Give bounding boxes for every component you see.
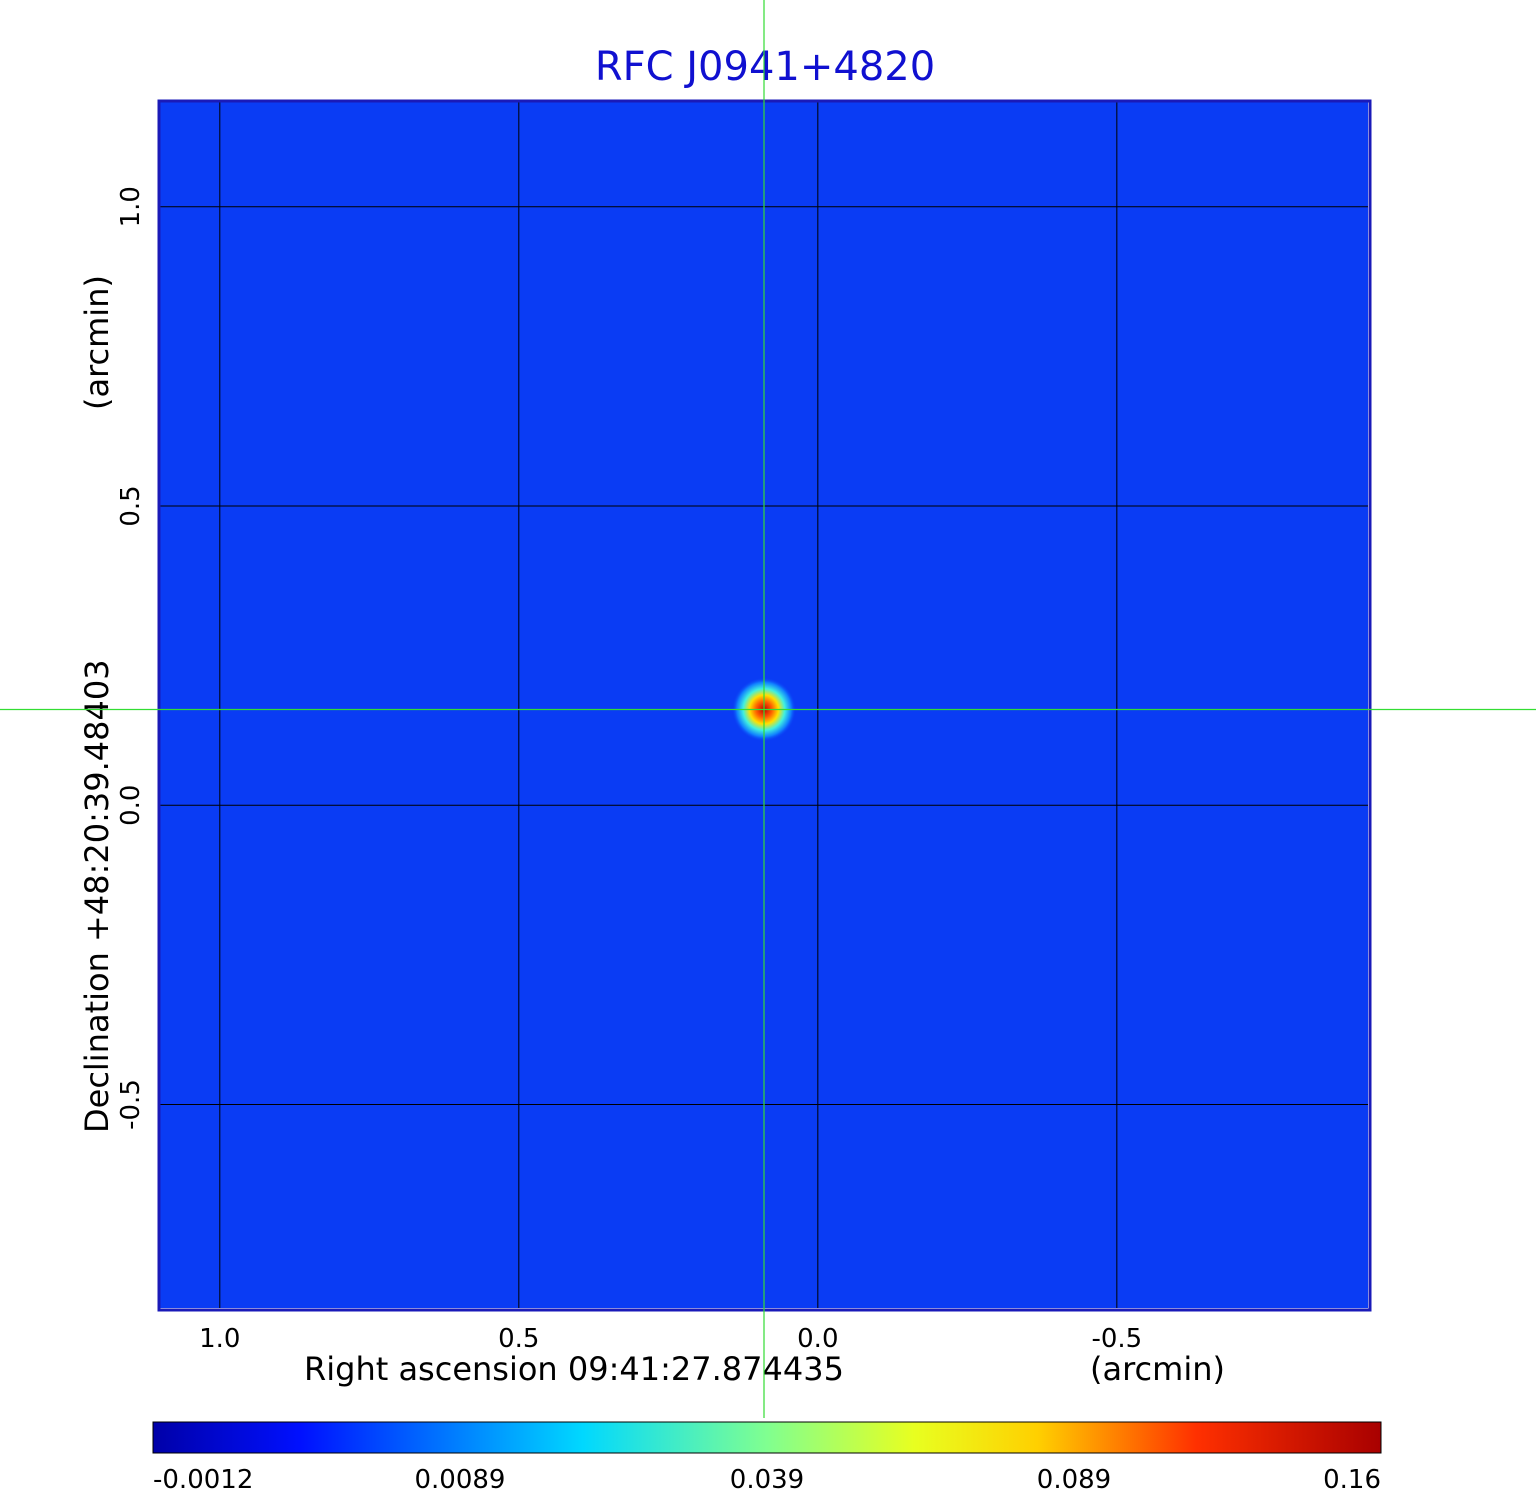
x-tick-label: 0.0 [797, 1324, 838, 1354]
colorbar-tick-label: 0.16 [1323, 1465, 1381, 1495]
crosshair [0, 0, 1536, 1418]
colorbar-tick-labels: -0.0012 0.0089 0.039 0.089 0.16 [153, 1465, 1381, 1495]
colorbar: -0.0012 0.0089 0.039 0.089 0.16 [152, 1421, 1382, 1495]
colorbar-tick-label: 0.039 [730, 1465, 804, 1495]
colorbar-tick-label: 0.0089 [415, 1465, 506, 1495]
x-tick-label: 0.5 [498, 1324, 539, 1354]
x-tick-label: -0.5 [1091, 1324, 1142, 1354]
y-tick-labels: 1.0 0.5 0.0 -0.5 [116, 186, 146, 1130]
y-tick-label: 1.0 [116, 186, 146, 227]
y-axis-unit: (arcmin) [78, 275, 116, 410]
y-axis-label: Declination +48:20:39.48403 [78, 659, 116, 1133]
x-tick-labels: 1.0 0.5 0.0 -0.5 [199, 1324, 1142, 1354]
x-axis-label: Right ascension 09:41:27.874435 [304, 1350, 844, 1388]
y-tick-label: 0.5 [116, 485, 146, 526]
x-tick-label: 1.0 [199, 1324, 240, 1354]
y-tick-label: 0.0 [116, 785, 146, 826]
colorbar-tick-label: 0.089 [1037, 1465, 1111, 1495]
x-axis-unit: (arcmin) [1090, 1350, 1225, 1388]
y-tick-label: -0.5 [116, 1079, 146, 1130]
chart-title: RFC J0941+4820 [595, 44, 935, 90]
colorbar-tick-label: -0.0012 [153, 1465, 253, 1495]
colorbar-gradient [152, 1421, 1382, 1454]
